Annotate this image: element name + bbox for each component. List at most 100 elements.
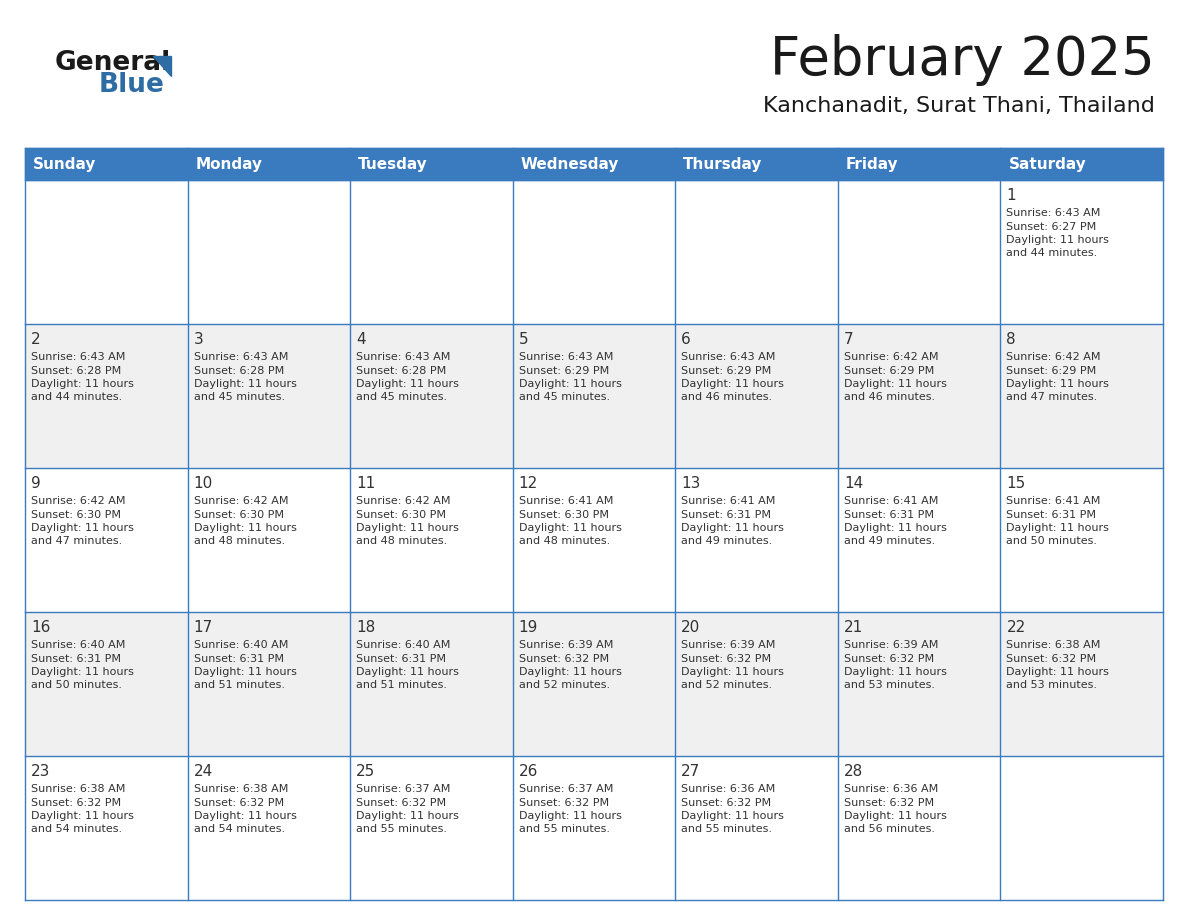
Text: and 53 minutes.: and 53 minutes.: [1006, 680, 1098, 690]
Text: Sunset: 6:32 PM: Sunset: 6:32 PM: [31, 798, 121, 808]
Bar: [513, 612, 675, 756]
Text: Sunrise: 6:42 AM: Sunrise: 6:42 AM: [1006, 352, 1101, 362]
Text: Sunrise: 6:41 AM: Sunrise: 6:41 AM: [1006, 496, 1101, 506]
Bar: [675, 612, 838, 756]
Text: Sunrise: 6:38 AM: Sunrise: 6:38 AM: [194, 784, 287, 794]
Text: Daylight: 11 hours: Daylight: 11 hours: [1006, 235, 1110, 245]
Text: and 45 minutes.: and 45 minutes.: [356, 393, 447, 402]
Text: Sunset: 6:29 PM: Sunset: 6:29 PM: [1006, 365, 1097, 375]
Text: Daylight: 11 hours: Daylight: 11 hours: [194, 379, 297, 389]
Text: Daylight: 11 hours: Daylight: 11 hours: [843, 811, 947, 821]
Text: Sunset: 6:31 PM: Sunset: 6:31 PM: [1006, 509, 1097, 520]
Text: Sunset: 6:27 PM: Sunset: 6:27 PM: [1006, 221, 1097, 231]
Text: and 48 minutes.: and 48 minutes.: [194, 536, 285, 546]
Text: Sunrise: 6:42 AM: Sunrise: 6:42 AM: [843, 352, 939, 362]
Text: and 45 minutes.: and 45 minutes.: [519, 393, 609, 402]
Text: February 2025: February 2025: [770, 34, 1155, 86]
Text: Sunrise: 6:38 AM: Sunrise: 6:38 AM: [1006, 640, 1101, 650]
Text: Sunrise: 6:43 AM: Sunrise: 6:43 AM: [356, 352, 450, 362]
Text: Sunset: 6:31 PM: Sunset: 6:31 PM: [681, 509, 771, 520]
Text: 17: 17: [194, 620, 213, 635]
Text: Daylight: 11 hours: Daylight: 11 hours: [681, 667, 784, 677]
Text: and 52 minutes.: and 52 minutes.: [681, 680, 772, 690]
Text: Sunset: 6:31 PM: Sunset: 6:31 PM: [31, 654, 121, 664]
Text: Sunrise: 6:42 AM: Sunrise: 6:42 AM: [194, 496, 287, 506]
Bar: [838, 324, 1000, 468]
Text: Daylight: 11 hours: Daylight: 11 hours: [1006, 379, 1110, 389]
Text: Friday: Friday: [846, 156, 898, 172]
Text: Sunrise: 6:39 AM: Sunrise: 6:39 AM: [843, 640, 939, 650]
Text: Daylight: 11 hours: Daylight: 11 hours: [1006, 667, 1110, 677]
Text: Sunrise: 6:43 AM: Sunrise: 6:43 AM: [519, 352, 613, 362]
Bar: [188, 468, 350, 612]
Bar: [1000, 756, 1163, 900]
Text: Sunset: 6:32 PM: Sunset: 6:32 PM: [681, 798, 771, 808]
Text: Daylight: 11 hours: Daylight: 11 hours: [194, 667, 297, 677]
Text: Daylight: 11 hours: Daylight: 11 hours: [519, 523, 621, 533]
Text: Sunrise: 6:43 AM: Sunrise: 6:43 AM: [194, 352, 287, 362]
Text: 5: 5: [519, 332, 529, 347]
Text: Sunset: 6:30 PM: Sunset: 6:30 PM: [356, 509, 447, 520]
Bar: [675, 468, 838, 612]
Text: 25: 25: [356, 764, 375, 779]
Text: 3: 3: [194, 332, 203, 347]
Text: Sunrise: 6:36 AM: Sunrise: 6:36 AM: [843, 784, 939, 794]
Text: Daylight: 11 hours: Daylight: 11 hours: [843, 379, 947, 389]
Text: Sunrise: 6:43 AM: Sunrise: 6:43 AM: [681, 352, 776, 362]
Text: and 56 minutes.: and 56 minutes.: [843, 824, 935, 834]
Bar: [513, 468, 675, 612]
Text: Daylight: 11 hours: Daylight: 11 hours: [681, 379, 784, 389]
Text: Sunset: 6:29 PM: Sunset: 6:29 PM: [843, 365, 934, 375]
Bar: [675, 756, 838, 900]
Text: Daylight: 11 hours: Daylight: 11 hours: [519, 667, 621, 677]
Text: Daylight: 11 hours: Daylight: 11 hours: [194, 811, 297, 821]
Text: Daylight: 11 hours: Daylight: 11 hours: [31, 667, 134, 677]
Bar: [350, 324, 513, 468]
Text: and 52 minutes.: and 52 minutes.: [519, 680, 609, 690]
Text: Sunset: 6:32 PM: Sunset: 6:32 PM: [681, 654, 771, 664]
Text: Daylight: 11 hours: Daylight: 11 hours: [31, 523, 134, 533]
Text: Saturday: Saturday: [1009, 156, 1086, 172]
Text: Sunset: 6:29 PM: Sunset: 6:29 PM: [681, 365, 771, 375]
Polygon shape: [153, 56, 171, 76]
Text: 21: 21: [843, 620, 864, 635]
Text: Daylight: 11 hours: Daylight: 11 hours: [843, 523, 947, 533]
Text: and 48 minutes.: and 48 minutes.: [356, 536, 448, 546]
Bar: [675, 180, 838, 324]
Text: Sunset: 6:31 PM: Sunset: 6:31 PM: [194, 654, 284, 664]
Text: Thursday: Thursday: [683, 156, 763, 172]
Text: Sunset: 6:32 PM: Sunset: 6:32 PM: [843, 654, 934, 664]
Text: and 46 minutes.: and 46 minutes.: [681, 393, 772, 402]
Text: Sunset: 6:31 PM: Sunset: 6:31 PM: [356, 654, 447, 664]
Text: Daylight: 11 hours: Daylight: 11 hours: [681, 811, 784, 821]
Text: 1: 1: [1006, 188, 1016, 203]
Text: Kanchanadit, Surat Thani, Thailand: Kanchanadit, Surat Thani, Thailand: [763, 96, 1155, 116]
Text: Daylight: 11 hours: Daylight: 11 hours: [356, 379, 459, 389]
Bar: [350, 756, 513, 900]
Text: 20: 20: [681, 620, 701, 635]
Text: Sunrise: 6:43 AM: Sunrise: 6:43 AM: [1006, 208, 1101, 218]
Bar: [838, 612, 1000, 756]
Bar: [350, 180, 513, 324]
Text: Sunset: 6:32 PM: Sunset: 6:32 PM: [519, 654, 608, 664]
Text: 18: 18: [356, 620, 375, 635]
Text: and 47 minutes.: and 47 minutes.: [31, 536, 122, 546]
Text: 24: 24: [194, 764, 213, 779]
Text: and 44 minutes.: and 44 minutes.: [31, 393, 122, 402]
Text: and 54 minutes.: and 54 minutes.: [31, 824, 122, 834]
Text: and 49 minutes.: and 49 minutes.: [681, 536, 772, 546]
Bar: [25, 468, 188, 612]
Text: 23: 23: [31, 764, 50, 779]
Text: Sunrise: 6:40 AM: Sunrise: 6:40 AM: [356, 640, 450, 650]
Text: Sunrise: 6:39 AM: Sunrise: 6:39 AM: [681, 640, 776, 650]
Text: 6: 6: [681, 332, 691, 347]
Bar: [188, 756, 350, 900]
Bar: [513, 756, 675, 900]
Text: Daylight: 11 hours: Daylight: 11 hours: [31, 379, 134, 389]
Text: and 54 minutes.: and 54 minutes.: [194, 824, 285, 834]
Text: 10: 10: [194, 476, 213, 491]
Bar: [513, 180, 675, 324]
Text: Monday: Monday: [196, 156, 263, 172]
Text: Sunrise: 6:37 AM: Sunrise: 6:37 AM: [356, 784, 450, 794]
Text: Sunrise: 6:39 AM: Sunrise: 6:39 AM: [519, 640, 613, 650]
